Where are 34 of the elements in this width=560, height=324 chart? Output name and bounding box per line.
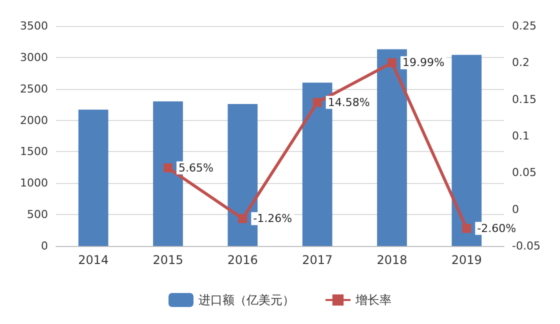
bar (78, 110, 108, 246)
data-label: -2.60% (477, 222, 516, 235)
data-label: -1.26% (253, 212, 292, 226)
legend-label: 增长率 (354, 293, 392, 307)
point (312, 98, 322, 107)
y-tick-label: 3000 (20, 50, 48, 64)
y2-tick-label: 0.15 (512, 92, 536, 106)
y2-tick-label: 0 (512, 202, 519, 216)
y-tick-label: 2000 (20, 114, 48, 127)
point (388, 58, 396, 68)
data-label: 19.99% (402, 56, 444, 70)
x-tick-label: 2019 (451, 253, 482, 267)
x-tick-label: 2015 (152, 253, 184, 267)
y-tick-label: 0 (41, 240, 48, 252)
x-tick-label: 2017 (302, 253, 333, 267)
x-tick-label: 2018 (376, 253, 408, 267)
x-tick-label: 2014 (78, 253, 109, 267)
x-tick-label: 2016 (227, 253, 258, 267)
point (164, 163, 172, 172)
y-tick-label: 3500 (20, 20, 48, 32)
y2-tick-label: 0.25 (512, 20, 536, 32)
legend-label: 进口额（亿美元） (198, 293, 294, 307)
data-label: 5.65% (178, 161, 214, 174)
data-label: 14.58% (328, 96, 370, 109)
y2-tick-label: 0.05 (512, 166, 536, 180)
y-tick-label: 2500 (20, 82, 48, 96)
y-tick-label: 1500 (20, 145, 48, 158)
y-tick-label: 1000 (20, 176, 48, 190)
y2-tick-label: 0.1 (512, 130, 530, 142)
point (462, 224, 472, 233)
point (238, 214, 248, 224)
y-tick-label: 500 (27, 208, 48, 222)
y2-tick-label: 0.2 (512, 56, 530, 70)
y2-tick-label: -0.05 (512, 240, 540, 252)
